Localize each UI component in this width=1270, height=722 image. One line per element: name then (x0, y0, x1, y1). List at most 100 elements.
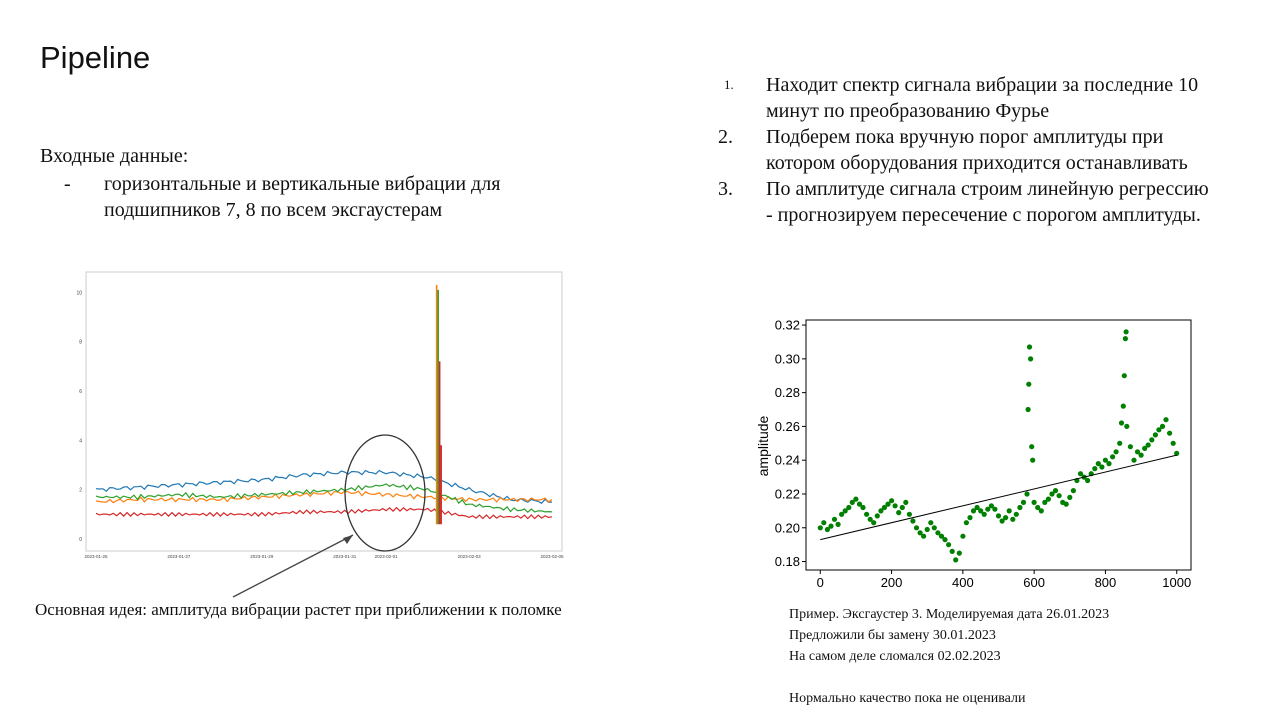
scatter-point (1163, 417, 1169, 423)
scatter-point (849, 499, 855, 505)
scatter-point (856, 501, 863, 507)
scatter-point (970, 508, 977, 514)
annotation-arrow-head (343, 535, 353, 544)
scatter-point (963, 520, 970, 526)
scatter-point (1026, 381, 1032, 387)
scatter-point (1122, 336, 1128, 342)
y-tick-label: 0.22 (775, 486, 800, 501)
x-tick-label: 2023-02-03 (458, 554, 482, 559)
vibration-series-line (95, 506, 553, 520)
y-tick-label: 4 (79, 438, 82, 444)
scatter-point (1134, 449, 1141, 455)
scatter-point (1013, 511, 1019, 517)
scatter-point (1030, 457, 1036, 463)
input-data-list: - горизонтальные и вертикальные вибрации… (40, 171, 560, 223)
scatter-point (1124, 423, 1130, 429)
scatter-point (860, 504, 866, 511)
x-tick-label: 2023-01-27 (167, 554, 191, 559)
x-tick-label: 2023-01-29 (250, 554, 274, 559)
scatter-point (906, 511, 913, 517)
scatter-point (881, 504, 888, 511)
scatter-point (1052, 488, 1059, 494)
scatter-point (828, 523, 834, 529)
scatter-point (1006, 508, 1012, 514)
scatter-point (1110, 454, 1116, 460)
scatter-point (1017, 504, 1023, 511)
y-tick-label: 0.18 (775, 554, 800, 569)
input-data-heading: Входные данные: (40, 145, 189, 167)
x-tick-label: 2023-01-25 (84, 554, 108, 559)
step-item: 2. Подберем пока вручную порог амплитуды… (710, 124, 1210, 176)
scatter-point (899, 504, 905, 511)
list-item-text: горизонтальные и вертикальные вибрации д… (104, 173, 501, 221)
main-idea-text: Основная идея: амплитуда вибрации растет… (35, 600, 562, 619)
scatter-point (1026, 344, 1033, 350)
pipeline-steps: 1. Находит спектр сигнала вибрации за по… (710, 72, 1210, 228)
scatter-point (1123, 329, 1129, 335)
scatter-point (839, 511, 845, 517)
list-item: - горизонтальные и вертикальные вибрации… (40, 171, 560, 223)
step-text: Подберем пока вручную порог амплитуды пр… (766, 126, 1188, 174)
x-tick-label: 2023-02-05 (540, 554, 564, 559)
x-tick-label: 0 (817, 575, 824, 590)
scatter-point (1056, 493, 1062, 499)
scatter-point (1045, 496, 1051, 502)
scatter-point (1010, 516, 1016, 522)
x-tick-label: 600 (1023, 575, 1045, 590)
scatter-point (956, 550, 962, 556)
scatter-point (917, 530, 923, 536)
scatter-point (892, 503, 898, 509)
scatter-point (1117, 440, 1123, 446)
scatter-point (1085, 477, 1091, 484)
step-item: 3. По амплитуде сигнала строим линейную … (710, 176, 1210, 228)
scatter-point (1120, 403, 1126, 409)
scatter-point (1077, 471, 1084, 477)
scatter-point (878, 508, 884, 514)
caption-line: Пример. Эксгаустер 3. Моделируемая дата … (789, 607, 1110, 622)
regression-line (820, 454, 1177, 541)
caption-line (789, 667, 1109, 688)
scatter-point (1145, 442, 1151, 448)
x-tick-label: 2023-02-01 (375, 554, 399, 559)
vibration-series-line (95, 483, 553, 514)
scatter-point (1102, 457, 1108, 463)
scatter-point (1049, 491, 1055, 497)
scatter-point (853, 496, 859, 502)
scatter-point (913, 525, 920, 531)
scatter-point (842, 508, 848, 514)
scatter-point (1127, 444, 1133, 450)
example-caption: Пример. Эксгаустер 3. Моделируемая дата … (789, 604, 1109, 709)
scatter-point (1170, 440, 1176, 446)
scatter-point (1003, 515, 1009, 521)
x-tick-label: 1000 (1162, 575, 1191, 590)
scatter-point (921, 533, 927, 539)
scatter-point (992, 506, 998, 512)
step-text: Находит спектр сигнала вибрации за после… (766, 74, 1199, 122)
scatter-point (1113, 449, 1119, 455)
y-tick-label: 0.20 (775, 520, 800, 535)
scatter-point (1024, 491, 1030, 497)
y-tick-label: 0.24 (775, 453, 800, 468)
scatter-point (885, 501, 891, 507)
scatter-point (1167, 430, 1173, 436)
bullet-dash: - (64, 173, 71, 195)
x-tick-label: 800 (1095, 575, 1117, 590)
scatter-point (835, 521, 841, 528)
y-tick-label: 2 (79, 488, 82, 494)
scatter-plot-frame (805, 319, 1192, 571)
x-tick-label: 400 (952, 575, 974, 590)
scatter-point (942, 537, 948, 543)
scatter-point (864, 511, 870, 517)
step-item: 1. Находит спектр сигнала вибрации за по… (710, 72, 1210, 124)
scatter-point (953, 557, 959, 563)
highlight-ellipse (344, 434, 426, 552)
y-tick-label: 6 (79, 389, 82, 395)
step-text: По амплитуде сигнала строим линейную рег… (766, 178, 1209, 226)
scatter-point (935, 530, 941, 536)
scatter-point (960, 533, 966, 539)
scatter-point (1156, 427, 1162, 433)
scatter-point (985, 506, 991, 512)
scatter-point (928, 520, 934, 526)
scatter-point (1095, 461, 1101, 467)
